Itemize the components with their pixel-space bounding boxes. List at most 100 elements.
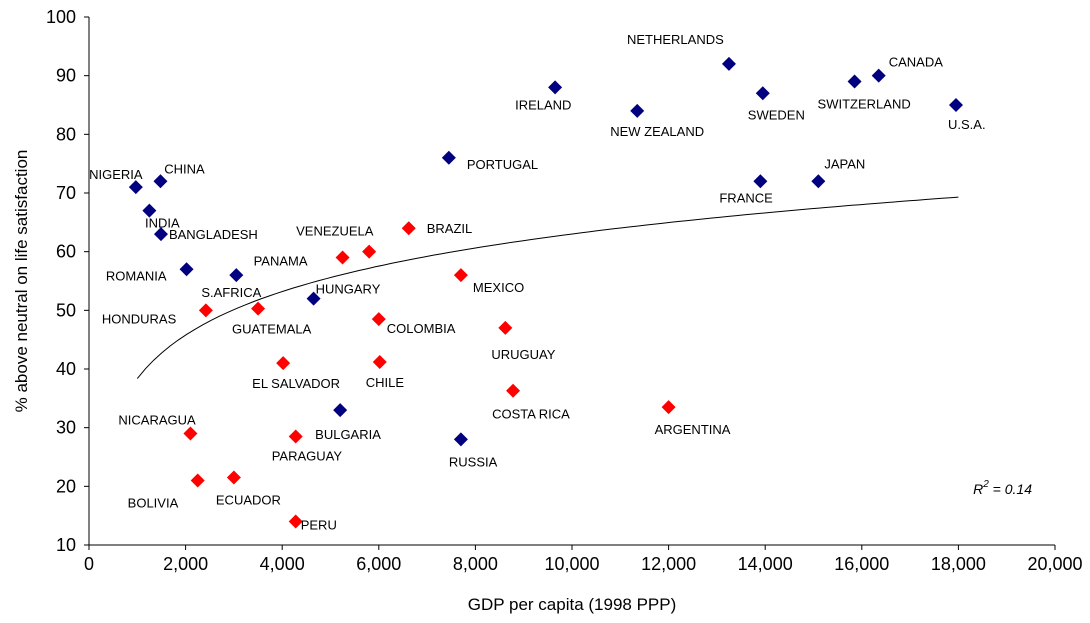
point-label: FRANCE xyxy=(719,190,773,205)
y-tick-label: 100 xyxy=(46,7,76,27)
data-point-brazil xyxy=(401,221,416,236)
data-point-argentina xyxy=(661,400,676,415)
x-tick-label: 6,000 xyxy=(356,554,401,574)
x-tick-label: 14,000 xyxy=(738,554,793,574)
point-label: PORTUGAL xyxy=(467,157,538,172)
data-point-hungary xyxy=(306,291,321,306)
point-label: HUNGARY xyxy=(316,282,381,297)
data-point-bangladesh xyxy=(153,227,168,242)
data-point-bolivia xyxy=(190,473,205,488)
data-point-new-zealand xyxy=(630,103,645,118)
point-label: GUATEMALA xyxy=(232,322,312,337)
y-tick-label: 30 xyxy=(56,418,76,438)
data-point-india xyxy=(142,203,157,218)
point-label: NICARAGUA xyxy=(118,413,196,428)
point-label: NIGERIA xyxy=(89,167,143,182)
point-label: NETHERLANDS xyxy=(627,32,724,47)
data-point-nigeria xyxy=(128,180,143,195)
trendline-group xyxy=(136,196,959,379)
data-point-guatemala xyxy=(251,301,266,316)
point-label: COSTA RICA xyxy=(492,407,570,422)
point-label: ECUADOR xyxy=(216,493,281,508)
data-point-uruguay xyxy=(498,320,513,335)
y-tick-label: 90 xyxy=(56,66,76,86)
data-point-sweden xyxy=(755,86,770,101)
x-tick-label: 18,000 xyxy=(931,554,986,574)
data-point-ireland xyxy=(548,80,563,95)
point-label: COLOMBIA xyxy=(387,321,456,336)
x-tick-label: 8,000 xyxy=(453,554,498,574)
point-label: URUGUAY xyxy=(491,347,555,362)
point-label: INDIA xyxy=(145,216,180,231)
point-label: BANGLADESH xyxy=(169,227,258,242)
data-point-honduras xyxy=(198,303,213,318)
data-point-u-s-a- xyxy=(948,98,963,112)
x-tick-label: 4,000 xyxy=(260,554,305,574)
data-point-colombia xyxy=(371,312,386,327)
data-point-bulgaria xyxy=(333,403,348,418)
y-tick-label: 60 xyxy=(56,242,76,262)
data-point-nicaragua xyxy=(183,426,198,441)
data-point-japan xyxy=(811,174,826,189)
point-label: JAPAN xyxy=(824,156,865,171)
point-label: PANAMA xyxy=(254,254,308,269)
y-axis-title: % above neutral on life satisfaction xyxy=(12,150,31,413)
point-label: VENEZUELA xyxy=(296,224,374,239)
data-point-venezuela xyxy=(362,244,377,259)
data-point-peru xyxy=(288,514,303,529)
point-label: ROMANIA xyxy=(106,268,167,283)
x-tick-label: 10,000 xyxy=(544,554,599,574)
data-point-canada xyxy=(871,68,886,83)
data-point-switzerland xyxy=(847,74,862,89)
point-label: HONDURAS xyxy=(102,311,177,326)
x-tick-label: 12,000 xyxy=(641,554,696,574)
data-point-panama xyxy=(335,250,350,265)
point-label: BOLIVIA xyxy=(128,495,179,510)
points-group xyxy=(128,56,963,529)
point-label: EL SALVADOR xyxy=(252,376,340,391)
point-label: CHINA xyxy=(164,161,205,176)
point-label: BRAZIL xyxy=(427,221,473,236)
point-label: CHILE xyxy=(366,375,405,390)
x-tick-label: 0 xyxy=(84,554,94,574)
data-point-ecuador xyxy=(226,470,241,485)
data-point-s-africa xyxy=(229,268,244,283)
point-label: BULGARIA xyxy=(315,427,381,442)
y-tick-label: 40 xyxy=(56,359,76,379)
data-point-costa-rica xyxy=(506,383,521,398)
data-point-russia xyxy=(453,432,468,447)
y-tick-label: 50 xyxy=(56,300,76,320)
point-label: CANADA xyxy=(889,55,944,70)
point-label: S.AFRICA xyxy=(201,285,261,300)
x-tick-label: 16,000 xyxy=(834,554,889,574)
data-point-paraguay xyxy=(288,429,303,444)
data-point-el-salvador xyxy=(276,356,291,371)
data-point-romania xyxy=(179,262,194,277)
point-label: SWITZERLAND xyxy=(818,97,911,112)
r-squared-annotation: R2 = 0.14 xyxy=(973,479,1032,497)
data-point-france xyxy=(753,174,768,189)
x-tick-label: 20,000 xyxy=(1027,554,1082,574)
x-axis-title: GDP per capita (1998 PPP) xyxy=(468,595,677,614)
trendline xyxy=(136,196,959,379)
data-point-china xyxy=(153,174,168,189)
r2-superscript: 2 xyxy=(982,479,989,490)
y-tick-label: 70 xyxy=(56,183,76,203)
axes: 0 2,000 4,000 6,000 8,000 10,000 12,000 14,000 1… xyxy=(46,7,1083,574)
point-label: IRELAND xyxy=(515,97,571,112)
r2-value: = 0.14 xyxy=(989,481,1032,497)
point-label: NEW ZEALAND xyxy=(610,124,704,139)
point-label: U.S.A. xyxy=(948,117,986,132)
point-label: MEXICO xyxy=(473,280,524,295)
data-point-netherlands xyxy=(721,56,736,71)
point-label: SWEDEN xyxy=(748,107,805,122)
point-label: PARAGUAY xyxy=(272,448,343,463)
y-tick-label: 20 xyxy=(56,476,76,496)
x-tick-label: 2,000 xyxy=(163,554,208,574)
data-point-portugal xyxy=(441,150,456,165)
point-label: ARGENTINA xyxy=(655,422,731,437)
point-label: PERU xyxy=(301,518,337,533)
data-point-mexico xyxy=(453,268,468,283)
